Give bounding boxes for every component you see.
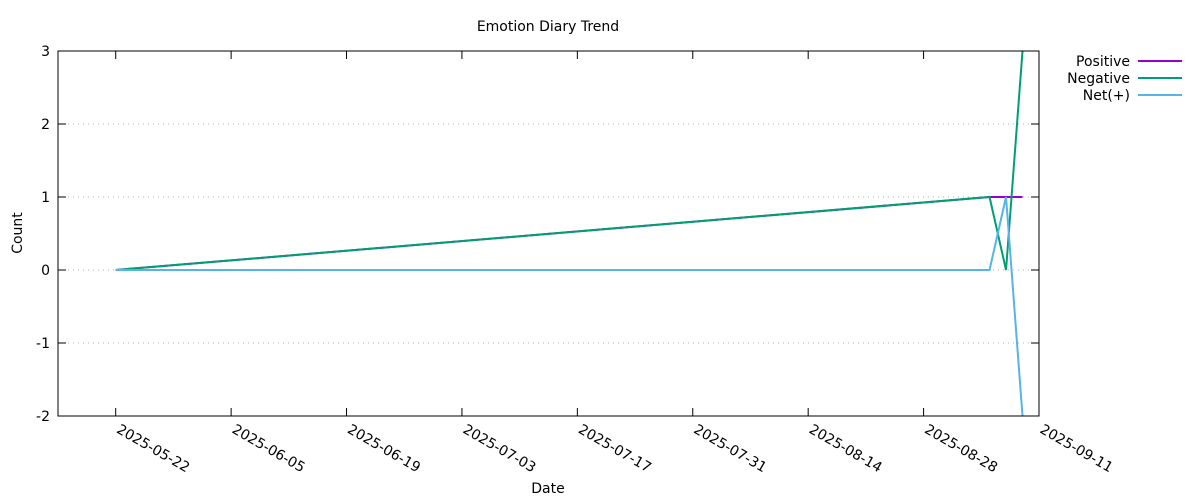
x-tick-label: 2025-07-17	[575, 422, 653, 477]
y-axis-label: Count	[10, 212, 26, 254]
plot-frame	[57, 50, 1040, 417]
x-tick-label: 2025-08-14	[806, 422, 885, 477]
x-axis-label: Date	[531, 481, 564, 497]
y-tick-label: 2	[41, 117, 50, 133]
y-tick-label: -2	[36, 409, 50, 425]
x-tick-label: 2025-06-05	[229, 422, 307, 477]
y-tick-label: 3	[41, 44, 50, 60]
series-layer	[115, 51, 1024, 416]
chart-title: Emotion Diary Trend	[477, 19, 619, 35]
x-tick-label: 2025-05-22	[114, 422, 192, 477]
x-tick-label: 2025-06-19	[345, 422, 423, 477]
y-tick-label: -1	[36, 336, 50, 352]
y-tick-labels: -2 -1 0 1 2 3	[36, 44, 50, 425]
ticks	[58, 50, 1040, 417]
legend-label: Positive	[1076, 54, 1130, 70]
y-tick-label: 1	[41, 190, 50, 206]
series-line-negative	[115, 51, 1024, 271]
x-tick-label: 2025-07-03	[460, 422, 538, 477]
y-tick-label: 0	[41, 263, 50, 279]
legend-label: Negative	[1067, 71, 1130, 87]
legend-label: Net(+)	[1083, 88, 1130, 104]
series-line-net	[115, 196, 1024, 416]
x-tick-label: 2025-09-11	[1037, 422, 1115, 477]
x-tick-label: 2025-07-31	[691, 422, 769, 477]
x-tick-labels: 2025-05-22 2025-06-05 2025-06-19 2025-07-03…	[114, 422, 1116, 477]
x-tick-label: 2025-08-28	[922, 422, 1000, 477]
